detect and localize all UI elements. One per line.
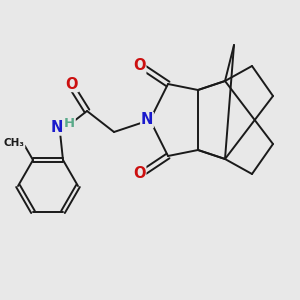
Text: CH₃: CH₃ <box>4 138 25 148</box>
Text: O: O <box>66 76 78 92</box>
Text: O: O <box>133 58 146 74</box>
Text: N: N <box>141 112 153 128</box>
Text: N: N <box>51 120 63 135</box>
Text: H: H <box>64 117 75 130</box>
Text: O: O <box>133 167 146 182</box>
